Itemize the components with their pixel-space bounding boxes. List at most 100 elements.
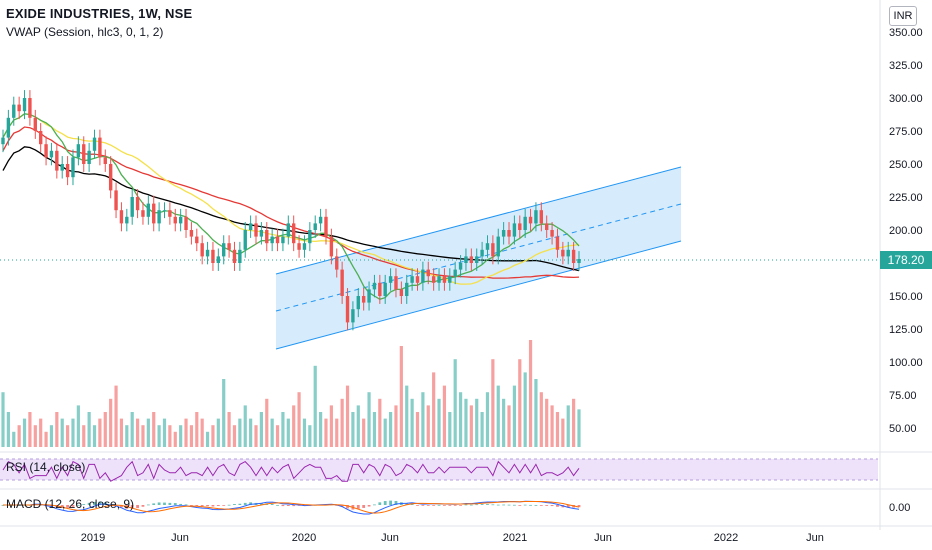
macd-histogram-bar	[539, 505, 543, 506]
macd-histogram-bar	[550, 505, 554, 507]
candle-body	[399, 289, 404, 296]
candle-body	[162, 210, 167, 212]
currency-badge[interactable]: INR	[889, 6, 917, 26]
volume-bar	[561, 418, 565, 447]
volume-bar	[480, 412, 484, 447]
price-tick-label: 75.00	[889, 390, 917, 402]
macd-histogram-bar	[249, 502, 253, 505]
macd-axis-value: 0.00	[889, 502, 910, 514]
candle-body	[76, 144, 81, 158]
volume-bar	[448, 412, 452, 447]
volume-bar	[227, 412, 231, 447]
candle-body	[205, 249, 210, 257]
candle-body	[555, 236, 560, 250]
volume-bar	[523, 372, 527, 447]
volume-bar	[173, 431, 177, 447]
candle-body	[415, 276, 420, 283]
volume-bar	[324, 418, 328, 447]
macd-histogram-bar	[394, 500, 398, 505]
volume-bar	[475, 398, 479, 447]
candle-body	[119, 210, 124, 224]
rsi-band	[0, 459, 878, 480]
candle-body	[168, 210, 172, 217]
candle-body	[49, 150, 54, 158]
macd-histogram-bar	[184, 504, 188, 506]
volume-bar	[125, 425, 129, 447]
candle-body	[528, 216, 533, 224]
macd-histogram-bar	[410, 503, 414, 505]
macd-histogram-bar	[373, 504, 376, 506]
channel-mid-line[interactable]	[275, 203, 682, 312]
price-axis[interactable]: 350.00 325.00 300.00 275.00 250.00 225.00 200.…	[889, 27, 923, 435]
candle-body	[335, 256, 339, 270]
price-tick-label: 200.00	[889, 225, 923, 237]
price-tick-label: 275.00	[889, 126, 923, 138]
symbol-title[interactable]: EXIDE INDUSTRIES, 1W, NSE	[6, 6, 193, 21]
candle-body	[286, 223, 291, 237]
volume-bar	[222, 379, 226, 447]
candle-body	[340, 269, 344, 296]
macd-histogram-bar	[141, 505, 145, 507]
volume-bar	[28, 412, 32, 447]
volume-bar	[319, 412, 323, 447]
candle-body	[6, 117, 11, 138]
macd-indicator-label[interactable]: MACD (12, 26, close, 9)	[6, 497, 135, 511]
macd-histogram-bar	[163, 502, 166, 505]
macd-histogram-bar	[93, 501, 96, 505]
candle-body	[485, 243, 490, 250]
candle-body	[523, 216, 527, 230]
candle-body	[173, 216, 177, 224]
macd-histogram-bar	[448, 505, 452, 506]
macd-histogram-bar	[286, 505, 290, 506]
volume-bar	[485, 392, 490, 447]
channel-bottom-line[interactable]	[275, 240, 682, 350]
candle-body	[152, 203, 156, 224]
volume-bar	[254, 425, 258, 447]
volume-bar	[437, 398, 441, 447]
volume-bar	[566, 405, 570, 447]
macd-histogram-bar	[421, 505, 425, 506]
candle-body	[135, 197, 140, 211]
price-tick-label: 100.00	[889, 357, 923, 369]
candle-body	[550, 230, 554, 237]
time-tick-label: Jun	[381, 532, 399, 544]
rsi-indicator-label[interactable]: RSI (14, close)	[6, 460, 86, 474]
candle-body	[44, 144, 48, 158]
volume-bar	[71, 418, 75, 447]
channel-top-line[interactable]	[275, 166, 682, 275]
candle-body	[458, 263, 463, 270]
macd-histogram-bar	[437, 504, 441, 506]
macd-histogram-bar	[416, 505, 419, 506]
volume-bar	[157, 425, 161, 447]
time-tick-label: 2021	[503, 532, 527, 544]
candle-body	[426, 269, 430, 277]
vwap-indicator-label[interactable]: VWAP (Session, hlc3, 0, 1, 2)	[6, 25, 164, 39]
candle-body	[87, 150, 91, 164]
volume-bar	[44, 431, 48, 447]
candle-body	[480, 249, 484, 257]
macd-histogram-bar	[502, 504, 506, 506]
volume-bar	[249, 418, 253, 447]
macd-histogram-bar	[545, 505, 549, 506]
candle-body	[238, 249, 242, 263]
macd-histogram-bar	[432, 505, 436, 506]
volume-bar	[329, 405, 333, 447]
candle-body	[383, 282, 387, 296]
price-tick-label: 150.00	[889, 291, 923, 303]
time-axis[interactable]: 2019 Jun 2020 Jun 2021 Jun 2022 Jun	[81, 532, 824, 544]
volume-bar	[76, 405, 80, 447]
volume-bar	[33, 425, 37, 447]
volume-bar	[432, 372, 436, 447]
candle-body	[71, 157, 75, 178]
macd-histogram-bar	[243, 502, 247, 505]
macd-histogram-bar	[469, 504, 473, 506]
candle-body	[65, 164, 70, 178]
volume-bar	[275, 425, 280, 447]
candle-body	[157, 210, 161, 224]
candle-body	[259, 230, 264, 237]
macd-histogram-bar	[513, 504, 516, 506]
candle-body	[421, 269, 425, 283]
volume-bar	[17, 425, 21, 447]
volume-bar	[415, 412, 420, 447]
